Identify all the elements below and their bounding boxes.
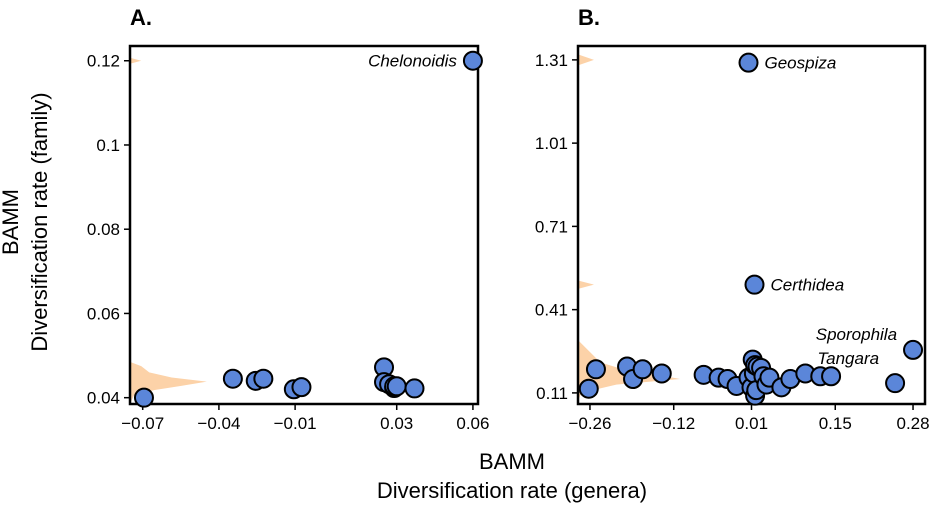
panel-b-data-point	[903, 339, 924, 360]
panel-a-y-tick-label: 0.06	[87, 304, 120, 323]
panel-a-x-tick-label: −0.04	[197, 414, 240, 433]
panel-b-data-point	[632, 359, 653, 380]
panel-a-data-point	[386, 376, 407, 397]
panel-a-label: A.	[130, 5, 152, 30]
panel-a-data-point	[133, 387, 154, 408]
x-axis-label-line1: BAMM	[479, 449, 545, 474]
panel-b-data-point	[821, 366, 842, 387]
panel-b-y-tick-label: 0.71	[535, 217, 568, 236]
panel-a-x-tick-label: −0.01	[274, 414, 317, 433]
panel-b-x-tick-label: −0.12	[652, 414, 695, 433]
panel-b-x-tick-label: 0.28	[896, 414, 929, 433]
panel-b-y-tick-label: 1.01	[535, 134, 568, 153]
panel-a-y-tick-label: 0.08	[87, 220, 120, 239]
panel-b-data-point	[585, 359, 606, 380]
panel-a-data-point	[253, 368, 274, 389]
panel-b-data-point	[738, 52, 759, 73]
panel-b-annotation: Certhidea	[770, 276, 844, 295]
panel-b-ticks: −0.26 −0.12 0.01 0.15 0.28 0.11 0.41 0.71 1.01 1.…	[535, 51, 930, 433]
panel-a-annotations: Chelonoidis	[368, 52, 457, 71]
panel-a-data-point	[291, 377, 312, 398]
panel-b-annotations: Geospiza Certhidea Sporophila Tangara	[765, 54, 898, 369]
panel-b-y-tick-label: 0.41	[535, 301, 568, 320]
panel-b-density	[578, 54, 681, 402]
panel-b: B. −0.26 −0.12 0.01 0.15 0.28 0.11 0.41 0.71 1.0…	[535, 5, 930, 433]
panel-a-x-tick-label: 0.06	[456, 414, 489, 433]
y-axis-label-line1: BAMM	[0, 189, 23, 255]
panel-a-ticks: −0.07 −0.04 −0.01 0.03 0.06 0.04 0.06 0.08 0.1 0.…	[87, 52, 490, 433]
panel-b-annotation: Sporophila	[816, 325, 897, 344]
panel-a-density-layer	[130, 57, 207, 405]
panel-b-data-point	[651, 363, 672, 384]
panel-b-x-tick-label: −0.26	[568, 414, 611, 433]
panel-b-density-layer	[578, 54, 681, 402]
panel-a: A. −0.07 −0.04 −0.01 0.03 0.06 0.04 0.06 0.08 0.…	[87, 5, 490, 433]
panel-b-annotation: Tangara	[817, 349, 879, 368]
panel-b-x-tick-label: 0.15	[819, 414, 852, 433]
panel-a-data-point	[404, 378, 425, 399]
panel-b-annotation: Geospiza	[765, 54, 837, 73]
panel-b-data-point	[885, 373, 906, 394]
panel-a-x-tick-label: −0.07	[121, 414, 164, 433]
panel-a-annotation: Chelonoidis	[368, 52, 457, 71]
panel-a-points	[133, 50, 483, 408]
panel-b-x-tick-label: 0.01	[735, 414, 768, 433]
panel-a-plot-frame	[128, 44, 480, 406]
panel-a-density	[130, 57, 207, 405]
panel-a-y-tick-label: 0.1	[96, 136, 120, 155]
panel-b-data-point	[744, 274, 765, 295]
panel-a-x-tick-label: 0.03	[380, 414, 413, 433]
y-axis-label-line2: Diversification rate (family)	[27, 92, 52, 351]
panel-b-y-tick-label: 1.31	[535, 51, 568, 70]
panel-a-y-tick-label: 0.04	[87, 389, 120, 408]
panel-a-data-point	[462, 50, 483, 71]
x-axis-label-line2: Diversification rate (genera)	[377, 478, 647, 503]
panel-b-points	[578, 52, 924, 406]
panel-b-y-tick-label: 0.11	[536, 384, 568, 403]
panel-a-y-tick-label: 0.12	[87, 52, 120, 71]
panel-b-data-point	[578, 378, 599, 399]
panel-a-data-point	[222, 368, 243, 389]
panel-b-label: B.	[578, 5, 600, 30]
